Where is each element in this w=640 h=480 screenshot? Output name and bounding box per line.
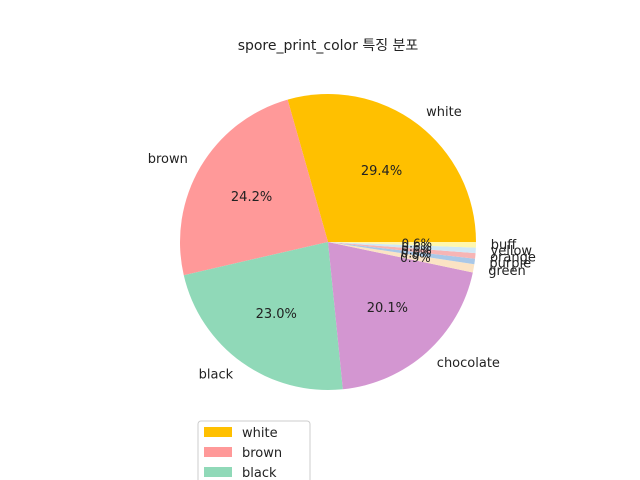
percent-label-black: 23.0%	[256, 307, 297, 322]
legend-swatch-white	[204, 427, 232, 437]
percent-label-chocolate: 20.1%	[367, 301, 408, 316]
legend: white brown black	[198, 421, 310, 480]
category-label-black: black	[199, 367, 234, 382]
category-label-brown: brown	[148, 152, 188, 167]
legend-swatch-brown	[204, 447, 232, 457]
category-label-white: white	[426, 105, 462, 120]
percent-label-brown: 24.2%	[231, 190, 272, 205]
percent-label-white: 29.4%	[361, 164, 402, 179]
legend-swatch-black	[204, 467, 232, 477]
category-label-buff: buff	[491, 238, 517, 253]
percent-label-buff: 0.6%	[402, 237, 433, 251]
legend-label-brown: brown	[242, 446, 282, 461]
legend-label-white: white	[242, 426, 278, 441]
legend-label-black: black	[242, 466, 277, 480]
chart-title: spore_print_color 특징 분포	[238, 38, 419, 54]
category-label-chocolate: chocolate	[437, 356, 500, 371]
